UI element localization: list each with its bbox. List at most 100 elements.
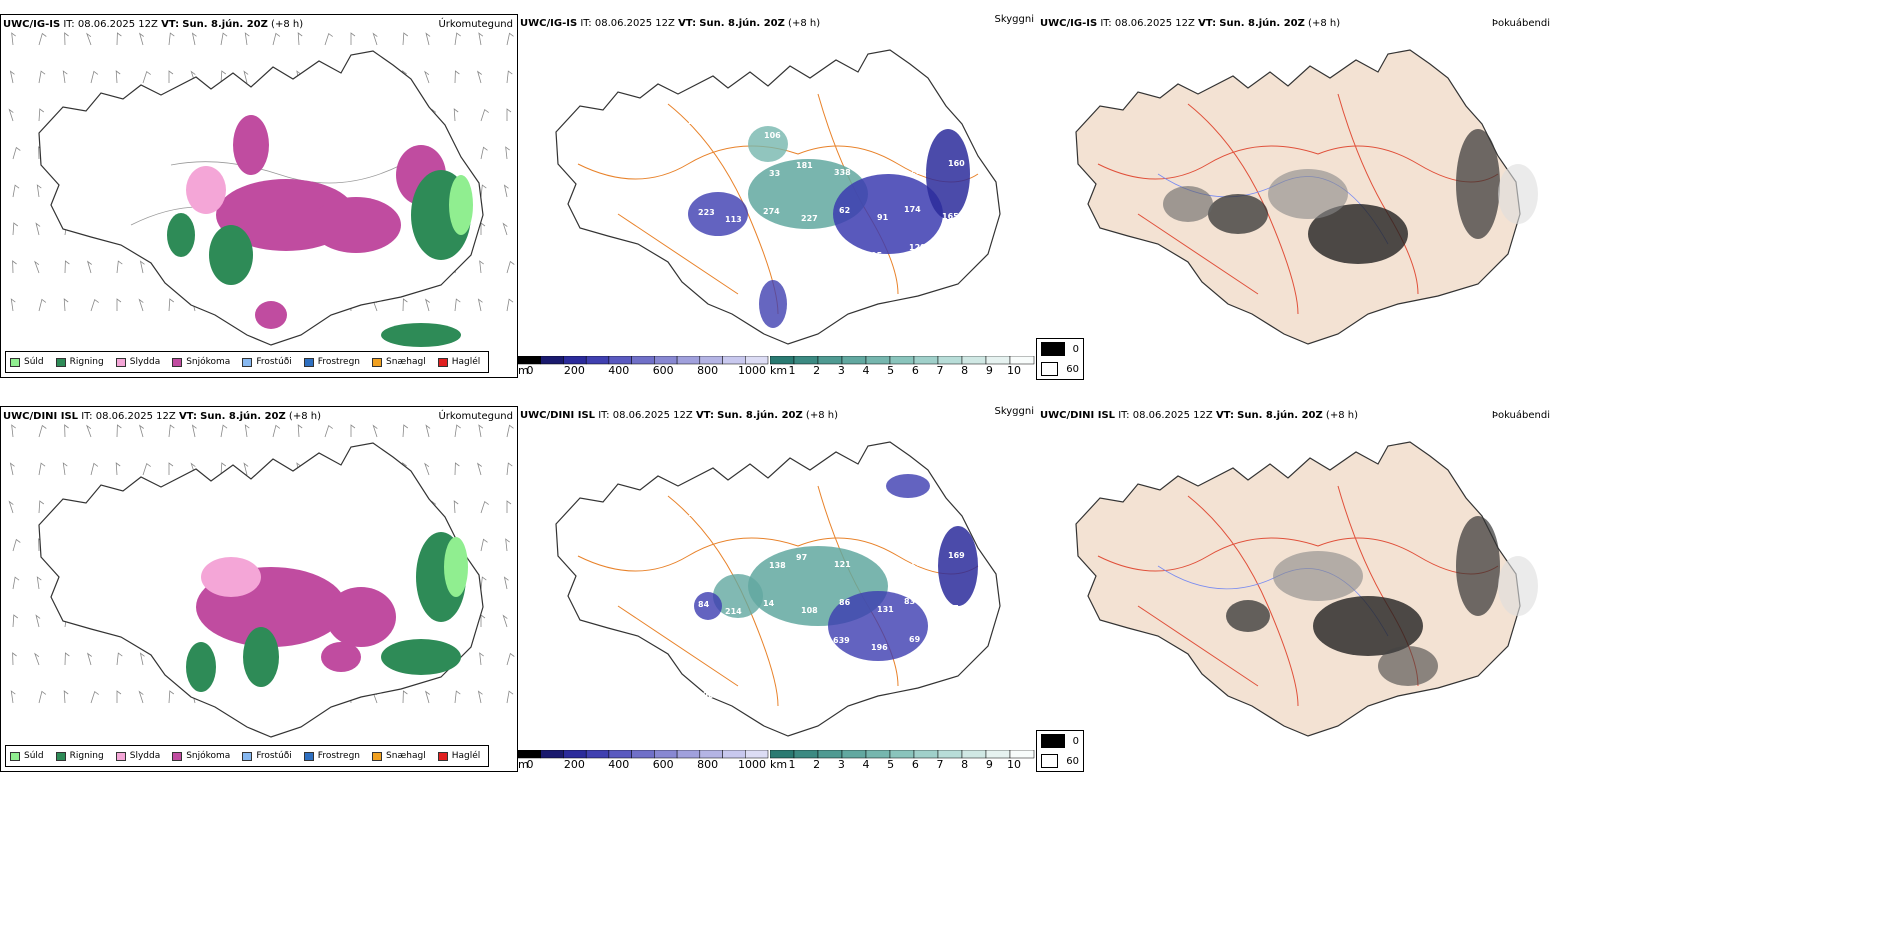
wind-barb	[480, 146, 488, 160]
wind-barb	[38, 32, 47, 46]
visibility-value-label: 231	[692, 246, 709, 255]
visibility-value-label: 50	[840, 130, 852, 139]
visibility-value-label: 86	[839, 598, 851, 607]
colorbar-tick-label: 5	[887, 758, 895, 771]
wind-barb	[116, 690, 122, 703]
wind-barb	[503, 576, 509, 590]
wind-barb	[36, 184, 42, 198]
panel-header: UWC/DINI ISL IT: 08.06.2025 12Z VT: Sun.…	[1040, 410, 1358, 421]
colorbar-swatch	[654, 356, 678, 365]
colorbar-tick-label: 2	[813, 758, 821, 771]
colorbar-swatch	[608, 750, 632, 759]
colorbar-tick-label: 2	[813, 364, 821, 377]
colorbar-swatch	[540, 356, 564, 365]
wind-barb	[139, 652, 145, 666]
wind-barb	[86, 32, 92, 46]
wind-barb	[244, 32, 250, 46]
colorbar-unit: m	[518, 364, 529, 377]
wind-barb	[35, 222, 41, 236]
wind-barb	[297, 424, 303, 438]
colorbar-swatch	[985, 356, 1011, 365]
visibility-value-label: 227	[801, 214, 818, 223]
wind-barb	[503, 184, 509, 198]
visibility-value-label: 155	[693, 562, 710, 571]
colorbar-swatch	[631, 750, 655, 759]
colorbar-swatches	[518, 750, 769, 759]
colorbar-swatch	[865, 750, 891, 759]
wind-barb	[480, 538, 488, 552]
wind-barb	[63, 298, 69, 312]
wind-barb	[138, 690, 144, 704]
legend-item: Frostúði	[242, 357, 292, 367]
wind-barb	[116, 32, 122, 46]
wind-barb	[424, 462, 430, 476]
panel-header: UWC/IG-IS IT: 08.06.2025 12Z VT: Sun. 8.…	[1040, 18, 1341, 29]
visibility-value-label: 289	[688, 117, 705, 126]
fog-legend-item: 0	[1037, 339, 1083, 359]
visibility-value-label: 42	[693, 170, 704, 179]
colorbar-tick-label: 400	[608, 758, 630, 771]
wind-barb	[506, 652, 515, 666]
fog-legend-row1: 0 60	[1036, 338, 1084, 380]
wind-barb	[350, 424, 356, 437]
visibility-value-label: 99	[806, 252, 818, 261]
wind-barb	[63, 690, 69, 704]
wind-barb	[505, 538, 510, 552]
wind-barb	[10, 298, 16, 312]
legend-swatch-rigning	[55, 357, 66, 367]
wind-barb	[116, 652, 123, 666]
wind-barb	[402, 298, 408, 312]
wind-barb	[168, 424, 175, 438]
visibility-value-label: 108	[801, 606, 818, 615]
precip-map	[8, 424, 515, 738]
precip-legend: Súld Rigning Slydda Snjókoma Frostúði Fr…	[5, 745, 490, 767]
wind-barb	[454, 32, 461, 46]
wind-barb	[243, 70, 249, 84]
wind-barb	[454, 462, 460, 476]
colorbar-swatch	[1009, 356, 1035, 365]
legend-swatch-frostudi	[242, 357, 253, 367]
colorbar-tick-label: 800	[697, 364, 719, 377]
colorbar-tick-label: 400	[608, 364, 630, 377]
wind-barb	[480, 576, 487, 590]
colorbar-tick-label: 1	[788, 758, 796, 771]
colorbar-tick-label: 10	[1007, 758, 1021, 771]
wind-barb	[324, 424, 333, 438]
wind-barb	[11, 32, 16, 46]
visibility-value-label: 147	[731, 162, 748, 171]
visibility-map: 116 59 128 288 217 158 21 165 155 140 138 97 121 176 1…	[555, 441, 1001, 737]
visibility-value-label: 215	[910, 167, 927, 176]
wind-barb	[38, 690, 47, 704]
wind-barb	[480, 500, 489, 514]
wind-barb	[8, 108, 14, 122]
visibility-value-label: 62	[839, 206, 850, 215]
colorbar-swatch	[585, 356, 610, 365]
wind-barb	[35, 614, 41, 628]
legend-swatch-snjokoma	[172, 751, 183, 761]
wind-barb	[454, 424, 461, 438]
wind-barb	[243, 462, 249, 476]
colorbar-tick-label: 800	[697, 758, 719, 771]
wind-barb	[64, 424, 69, 438]
colorbar-swatch	[841, 356, 867, 365]
wind-barb	[480, 108, 489, 122]
wind-barb	[220, 70, 227, 84]
visibility-value-label: 131	[947, 642, 964, 651]
wind-barb	[168, 32, 175, 46]
wind-barb	[12, 538, 21, 552]
colorbar-swatch	[563, 356, 587, 365]
visibility-value-label: 69	[909, 635, 921, 644]
wind-barb	[402, 32, 409, 46]
colorbar-tick-label: 600	[652, 364, 674, 377]
wind-barb	[480, 184, 487, 198]
wind-barb	[478, 32, 484, 46]
wind-barb	[478, 424, 484, 438]
legend-item: Snæhagl	[372, 357, 426, 367]
wind-barb	[64, 652, 70, 666]
wind-barb	[297, 32, 303, 46]
colorbar-tick-label: 3	[837, 364, 845, 377]
cloud-base-colorbar-row1: m 0 200 400 600 800 1000	[518, 356, 770, 378]
panel-header: UWC/DINI ISL IT: 08.06.2025 12Z VT: Sun.…	[3, 411, 321, 422]
wind-barb	[12, 184, 20, 198]
legend-swatch-haglel	[437, 357, 448, 367]
